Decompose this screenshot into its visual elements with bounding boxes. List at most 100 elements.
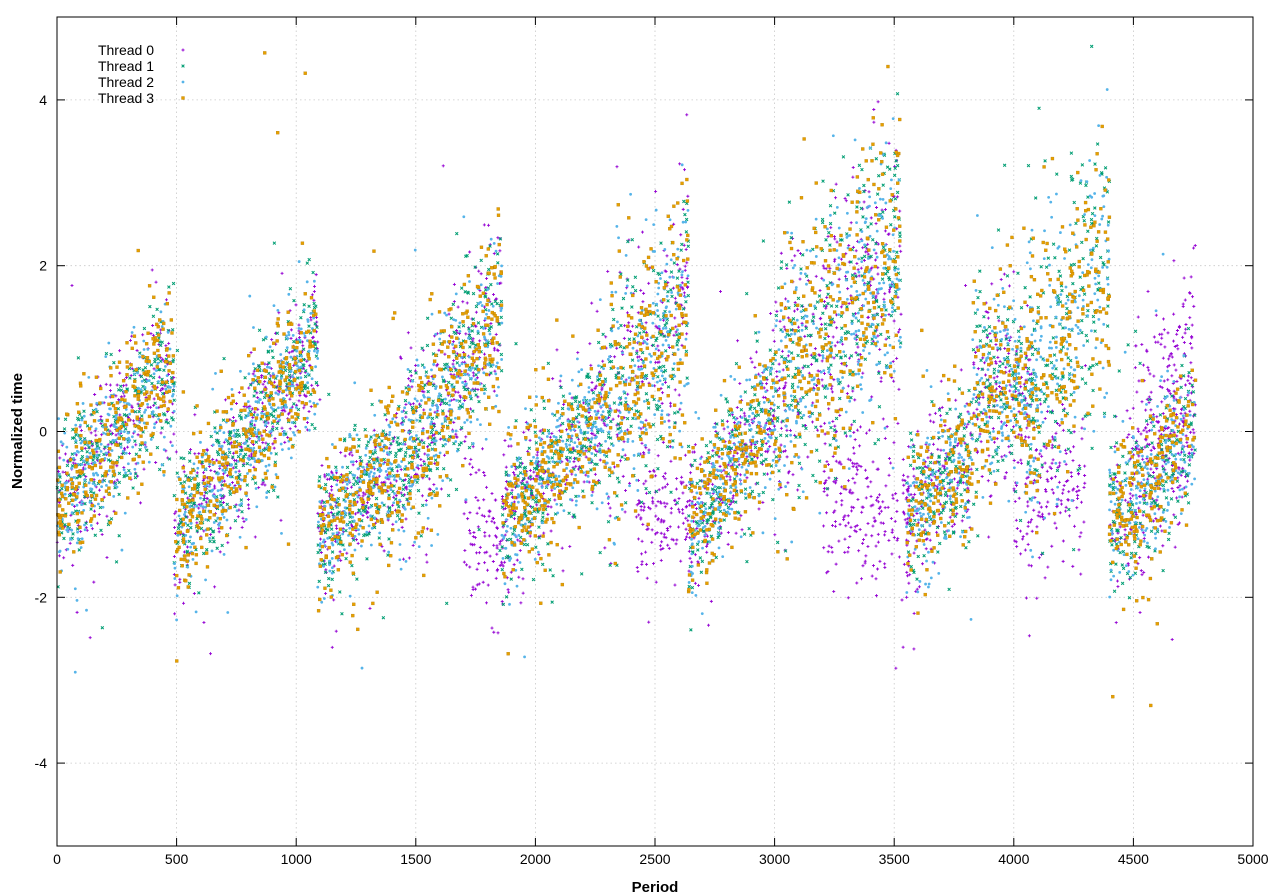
data-point [454,432,458,436]
data-point [427,487,431,491]
data-point [560,421,565,426]
data-point [348,515,353,519]
data-point [95,409,99,414]
data-point [245,461,250,466]
data-point [1060,502,1063,506]
data-point [635,351,639,356]
data-point [644,479,648,483]
data-point [182,550,186,554]
data-point [861,541,865,545]
data-point [565,438,570,442]
data-point [1051,491,1055,495]
data-point [226,541,230,545]
data-point [619,272,623,276]
data-point [409,374,413,378]
data-point [823,442,827,446]
data-point [795,307,799,311]
data-point [492,630,496,634]
data-point [669,459,673,463]
data-point [187,539,192,544]
data-point [409,346,413,350]
data-point [1123,498,1127,502]
data-point [726,542,730,546]
data-point [498,249,502,253]
data-point [1075,506,1079,510]
data-point [477,399,481,404]
data-point [858,527,862,531]
data-point [659,241,663,245]
data-point [496,567,500,571]
data-point [830,523,834,527]
data-point [1175,496,1179,500]
data-point [839,305,843,309]
data-point [1149,467,1153,471]
data-point [80,454,85,459]
data-point [1137,379,1141,383]
data-point [490,302,494,306]
data-point [1073,524,1077,528]
data-point [549,529,553,533]
data-point [546,361,551,366]
data-point [905,570,909,574]
data-point [890,552,894,556]
data-point [782,325,786,329]
data-point [849,525,853,529]
data-point [657,360,661,364]
data-point [797,325,801,329]
data-point [555,348,559,352]
data-point [490,626,494,630]
data-point [625,311,629,315]
data-point [764,442,768,446]
data-point [161,357,165,361]
data-point [698,462,702,466]
data-point [861,371,865,375]
data-point [172,493,177,498]
data-point [644,550,648,554]
data-point [257,328,262,333]
data-point [149,363,154,367]
data-point [68,541,72,545]
data-point [1147,368,1151,372]
data-point [772,339,776,343]
data-point [332,564,336,568]
data-point [640,350,645,355]
data-point [635,349,639,353]
data-point [465,563,469,567]
data-point [393,497,398,501]
data-point [298,394,302,398]
data-point [503,439,507,443]
data-point [997,385,1001,389]
data-point [452,373,456,377]
data-point [582,401,586,405]
data-point [551,573,555,578]
data-point [683,538,687,542]
data-point [236,454,241,459]
data-point [561,569,565,573]
data-point [602,418,607,423]
data-point [972,362,976,366]
data-point [108,383,112,387]
data-point [546,542,550,546]
data-point [481,367,485,371]
data-point [888,290,892,294]
data-point [654,403,659,407]
data-point [597,442,601,446]
data-point [849,354,854,358]
data-point [871,524,875,528]
data-point [1004,471,1008,475]
data-point [972,411,976,415]
data-point [850,273,855,277]
data-point [202,471,206,475]
data-point [213,585,217,589]
data-point [1008,389,1012,393]
data-point [474,310,478,314]
data-point [1079,500,1083,504]
data-point [483,305,487,309]
data-point [286,435,290,439]
data-point [907,504,911,508]
data-point [562,403,566,407]
data-point [289,328,293,332]
data-point [492,346,496,350]
data-point [851,389,855,393]
data-point [243,376,247,380]
